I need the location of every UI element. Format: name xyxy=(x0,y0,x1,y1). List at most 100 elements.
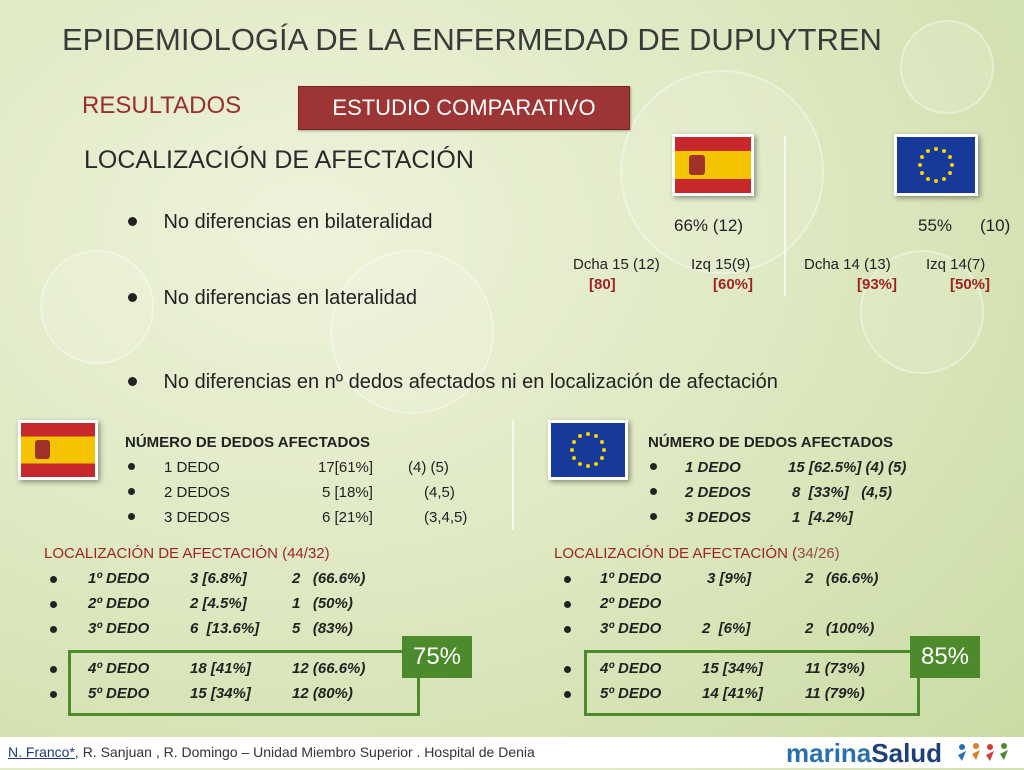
bullet-dot xyxy=(50,660,57,677)
people-logo-icon xyxy=(956,741,1016,765)
list-item xyxy=(128,484,135,501)
logo-text-a: marina xyxy=(786,738,872,768)
eu-bilateral-pct: 55% xyxy=(918,216,953,235)
location-label: 5º DEDO xyxy=(600,685,662,702)
page-title: EPIDEMIOLOGÍA DE LA ENFERMEDAD DE DUPUYT… xyxy=(62,22,882,57)
spain-izq: Izq 15(9) xyxy=(691,256,751,273)
location-label: 3º DEDO xyxy=(88,620,150,637)
location-value: 2 [4.5%] xyxy=(190,595,247,612)
bullet-dot xyxy=(50,570,57,587)
location-value: 18 [41%] xyxy=(190,660,251,677)
list-item xyxy=(128,509,135,526)
finger-label: 3 DEDOS xyxy=(685,509,751,526)
spain-izq-pct: [60%] xyxy=(713,276,754,293)
location-label: 4º DEDO xyxy=(600,660,662,677)
bullet-laterality: No diferencias en lateralidad xyxy=(128,287,417,310)
spain-dcha-pct: [80] xyxy=(589,276,616,293)
list-item xyxy=(128,459,135,476)
location-value: 2 [6%] xyxy=(702,620,751,637)
bokeh-decoration xyxy=(330,250,494,414)
location-label: 1º DEDO xyxy=(600,570,662,587)
location-detail: 2 (66.6%) xyxy=(805,570,879,587)
bullet-dot xyxy=(564,595,571,612)
location-label: 2º DEDO xyxy=(600,595,662,612)
bullet-text: No diferencias en bilateralidad xyxy=(163,211,433,233)
bullet-text: No diferencias en lateralidad xyxy=(163,287,417,309)
eu-flag-icon xyxy=(894,134,978,196)
finger-detail: (4,5) xyxy=(424,484,455,501)
section-subtitle: LOCALIZACIÓN DE AFECTACIÓN xyxy=(84,146,474,174)
bullet-dot xyxy=(128,377,137,386)
eu-location-heading-b: 34/26) xyxy=(797,545,840,562)
eu-location-heading: LOCALIZACIÓN DE AFECTACIÓN (34/26) xyxy=(554,545,840,562)
location-value: 3 [9%] xyxy=(707,570,752,587)
location-detail: 1 (50%) xyxy=(292,595,353,612)
spain-dcha: Dcha 15 (12) xyxy=(573,256,660,273)
bullet-dot xyxy=(50,595,57,612)
finger-detail: (3,4,5) xyxy=(424,509,468,526)
finger-value: 1 [4.2%] xyxy=(792,509,853,526)
location-label: 4º DEDO xyxy=(88,660,150,677)
eu-flag-icon xyxy=(548,420,628,480)
location-value: 15 [34%] xyxy=(190,685,251,702)
divider-line xyxy=(784,136,786,296)
finger-label: 3 DEDOS xyxy=(164,509,230,526)
eu-dcha: Dcha 14 (13) xyxy=(804,256,891,273)
logo-text-b: Salud xyxy=(871,738,943,768)
marinasalud-logo: marinaSalud xyxy=(786,738,942,769)
eu-izq-pct: [50%] xyxy=(950,276,991,293)
location-detail: 2 (100%) xyxy=(805,620,875,637)
spain-flag-icon xyxy=(18,420,98,480)
authors-rest: , R. Sanjuan , R. Domingo – Unidad Miemb… xyxy=(74,744,535,760)
eu-location-heading-a: LOCALIZACIÓN DE AFECTACIÓN ( xyxy=(554,545,798,562)
finger-label: 1 DEDO xyxy=(685,459,741,476)
bullet-dot xyxy=(564,570,571,587)
location-detail: 2 (66.6%) xyxy=(292,570,366,587)
location-value: 6 [13.6%] xyxy=(190,620,260,637)
location-value: 3 [6.8%] xyxy=(190,570,247,587)
bullet-dot xyxy=(128,217,137,226)
finger-value: 15 [62.5%] (4) (5) xyxy=(788,459,907,476)
footer: N. Franco*, R. Sanjuan , R. Domingo – Un… xyxy=(0,737,1024,768)
finger-value: 5 [18%] xyxy=(322,484,373,501)
eu-bilateral-n: (10) xyxy=(980,216,1011,235)
author-link[interactable]: N. Franco* xyxy=(8,744,75,760)
list-item xyxy=(650,459,657,476)
finger-value: 6 [21%] xyxy=(322,509,373,526)
spain-highlight-box xyxy=(68,650,420,716)
footer-authors: N. Franco*, R. Sanjuan , R. Domingo – Un… xyxy=(8,744,535,760)
finger-value: 17[61%] xyxy=(318,459,374,476)
list-item xyxy=(650,509,657,526)
bullet-dot xyxy=(564,620,571,637)
location-label: 3º DEDO xyxy=(600,620,662,637)
bullet-dot xyxy=(564,685,571,702)
spain-location-heading: LOCALIZACIÓN DE AFECTACIÓN (44/32) xyxy=(44,545,330,562)
finger-value: 8 [33%] (4,5) xyxy=(792,484,893,501)
bullet-fingers: No diferencias en nº dedos afectados ni … xyxy=(128,371,778,394)
location-value: 14 [41%] xyxy=(702,685,763,702)
list-item xyxy=(650,484,657,501)
location-detail: 12 (66.6%) xyxy=(292,660,366,677)
bullet-dot xyxy=(650,488,657,495)
finger-label: 2 DEDOS xyxy=(164,484,230,501)
finger-label: 2 DEDOS xyxy=(685,484,751,501)
location-value: 15 [34%] xyxy=(702,660,763,677)
spain-fingers-heading: NÚMERO DE DEDOS AFECTADOS xyxy=(125,434,371,451)
eu-highlight-box xyxy=(584,650,920,716)
location-label: 2º DEDO xyxy=(88,595,150,612)
bullet-dot xyxy=(128,513,135,520)
bullet-dot xyxy=(650,463,657,470)
eu-dcha-pct: [93%] xyxy=(857,276,898,293)
eu-fingers-heading: NÚMERO DE DEDOS AFECTADOS xyxy=(648,434,894,451)
location-detail: 11 (79%) xyxy=(805,685,865,702)
bullet-dot xyxy=(50,685,57,702)
comparative-study-badge: ESTUDIO COMPARATIVO xyxy=(298,86,630,130)
spain-bilateral-value: 66% (12) xyxy=(674,216,743,235)
location-label: 1º DEDO xyxy=(88,570,150,587)
location-detail: 5 (83%) xyxy=(292,620,353,637)
bokeh-decoration xyxy=(860,250,984,374)
location-detail: 12 (80%) xyxy=(292,685,353,702)
eu-izq: Izq 14(7) xyxy=(926,256,986,273)
bullet-dot xyxy=(128,488,135,495)
bullet-bilateral: No diferencias en bilateralidad xyxy=(128,211,433,234)
